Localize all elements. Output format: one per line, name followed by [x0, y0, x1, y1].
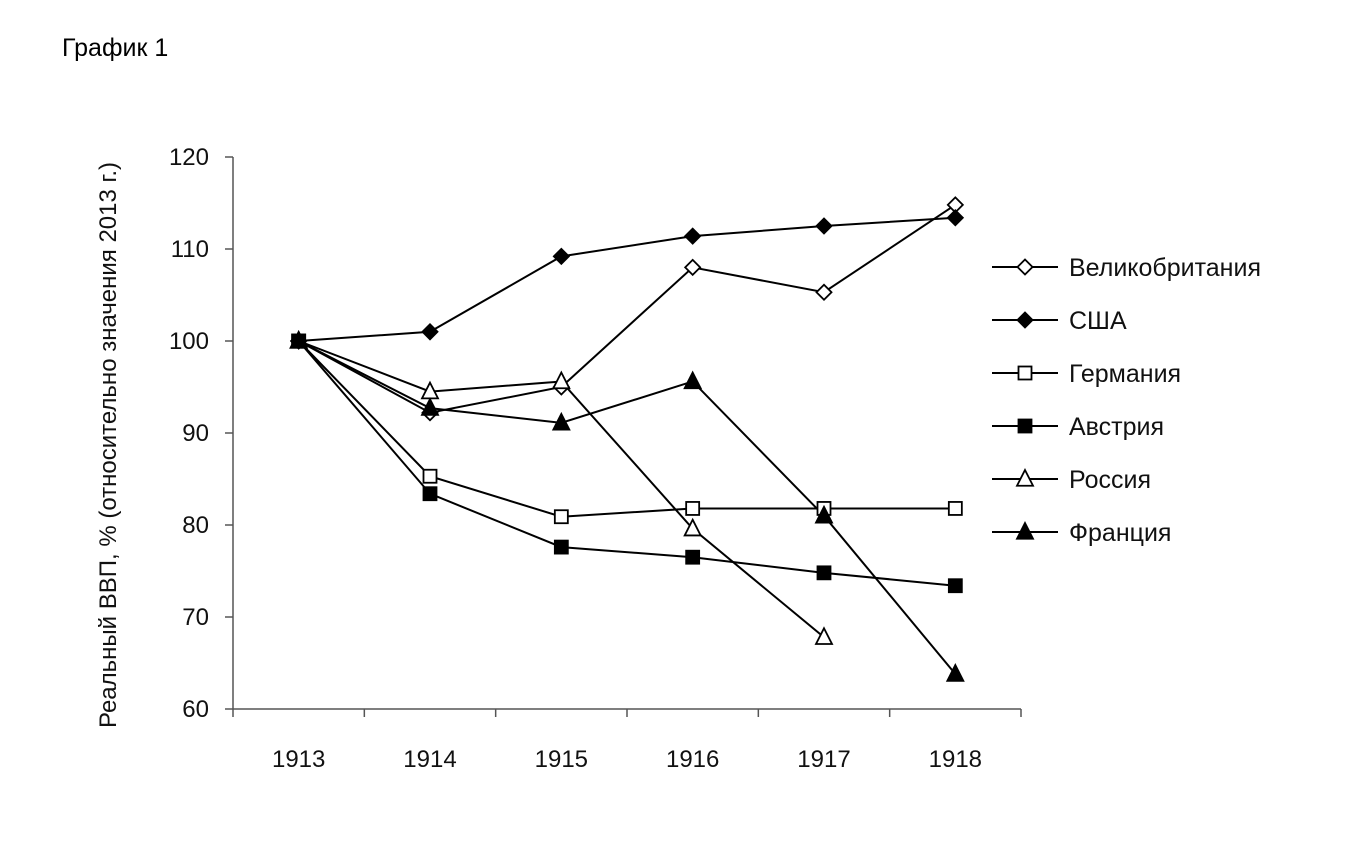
- series-line-0: [298, 204, 956, 414]
- y-tick-label: 60: [182, 696, 209, 723]
- data-point: [683, 258, 702, 277]
- data-point: [814, 504, 834, 524]
- data-point: [815, 217, 833, 235]
- x-tick-label: 1915: [535, 746, 588, 773]
- y-tick-label: 80: [182, 512, 209, 539]
- x-tick-label: 1916: [666, 746, 719, 773]
- legend-marker: [1015, 521, 1035, 540]
- data-point: [551, 411, 571, 431]
- data-point: [814, 626, 834, 645]
- data-point: [946, 208, 965, 227]
- x-tick-label: 1918: [929, 746, 982, 773]
- data-point: [815, 283, 833, 302]
- axes: 60 70 80 90 100 110 120 1913 1914 1915 1916 1917 191…: [95, 144, 1022, 773]
- data-point: [683, 227, 702, 245]
- y-tick-label: 90: [182, 420, 209, 447]
- legend-marker: [1017, 418, 1033, 434]
- data-point: [945, 663, 965, 682]
- x-tick-label: 1917: [797, 746, 850, 773]
- legend-label: Австрия: [1069, 413, 1164, 441]
- y-tick-label: 110: [171, 236, 209, 263]
- series-line-2: [297, 340, 956, 518]
- data-point: [422, 468, 438, 484]
- series-line-3: [297, 340, 956, 587]
- legend-label: Франция: [1069, 519, 1171, 547]
- data-point: [685, 501, 701, 516]
- data-point: [683, 517, 703, 537]
- data-point: [816, 565, 832, 581]
- legend-label: Россия: [1069, 466, 1151, 494]
- data-point: [420, 397, 440, 416]
- legend: Великобритания США Германия Австрия Россия Фр…: [992, 254, 1261, 547]
- data-point: [552, 247, 571, 266]
- y-tick-label: 100: [169, 328, 209, 355]
- y-tick-label: 70: [182, 604, 209, 631]
- legend-marker: [1016, 258, 1034, 276]
- legend-marker: [1017, 365, 1033, 381]
- data-point: [947, 578, 963, 594]
- legend-marker: [1015, 468, 1035, 487]
- series-lines: [297, 204, 957, 675]
- x-tick-label: 1913: [272, 746, 325, 773]
- data-point: [553, 539, 569, 555]
- x-tick-label: 1914: [403, 746, 456, 773]
- legend-marker: [1016, 311, 1034, 329]
- data-point: [683, 370, 703, 390]
- data-point: [421, 323, 439, 341]
- data-point: [685, 549, 701, 565]
- y-tick-label: 120: [169, 144, 209, 171]
- series-markers: [289, 196, 965, 682]
- legend-label: США: [1069, 307, 1127, 335]
- data-point: [422, 486, 438, 502]
- series-line-5: [298, 340, 957, 675]
- data-point: [289, 330, 309, 349]
- data-point: [551, 370, 571, 390]
- legend-label: Германия: [1069, 360, 1181, 388]
- y-axis-title: Реальный ВВП, % (относительно значения 2…: [95, 162, 122, 728]
- chart-title: График 1: [62, 34, 169, 62]
- legend-label: Великобритания: [1069, 254, 1261, 282]
- data-point: [947, 501, 963, 516]
- series-line-1: [298, 216, 956, 342]
- data-point: [553, 509, 569, 525]
